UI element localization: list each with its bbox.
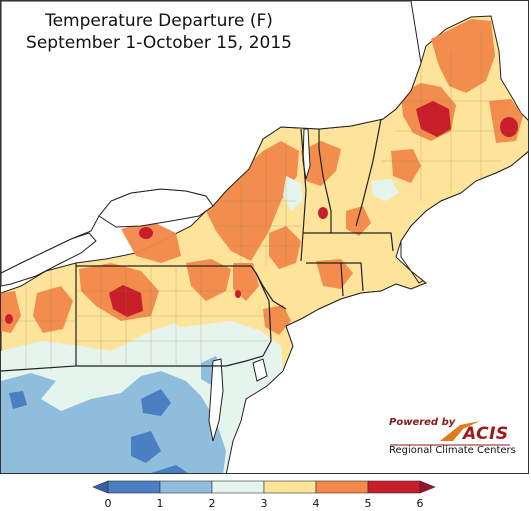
county-borders: [1, 31, 521, 371]
legend-tick-label: 5: [364, 497, 372, 510]
legend-bin-4-5: [315, 480, 369, 494]
chesapeake-bay: [208, 358, 224, 442]
legend-below-arrow: [92, 480, 109, 494]
map-title: Temperature Departure (F): [45, 11, 273, 31]
atlantic-ocean: [226, 151, 528, 473]
powered-by-text: Powered by: [389, 417, 456, 428]
acis-swoosh-icon: [390, 421, 510, 446]
acis-subtitle: Regional Climate Centers: [389, 445, 516, 456]
map-panel: Temperature Departure (F) September 1-Oc…: [0, 0, 529, 474]
temperature-map: [1, 1, 528, 473]
legend-tick-label: 6: [416, 497, 424, 510]
map-subtitle: September 1-October 15, 2015: [26, 33, 292, 53]
legend-tick-label: 4: [312, 497, 320, 510]
legend-tick-label: 1: [156, 497, 164, 510]
legend-bin-1-2: [159, 480, 213, 494]
legend-bin-5-6: [367, 480, 421, 494]
legend-tick-label: 3: [260, 497, 268, 510]
legend-tick-label: 2: [208, 497, 216, 510]
delaware-bay: [252, 358, 268, 382]
color-legend: [92, 480, 436, 494]
legend-bin-0-1: [107, 480, 161, 494]
legend-bin-2-3: [211, 480, 265, 494]
acis-name: ACIS: [463, 424, 509, 444]
legend-bin-3-4: [263, 480, 317, 494]
coastline: [225, 151, 528, 473]
canada-area: [1, 1, 422, 274]
acis-logo: Powered by ACIS Regional Climate Centers: [385, 415, 516, 459]
legend-above-arrow: [419, 480, 436, 494]
state-borders: [1, 118, 394, 372]
legend-tick-label: 0: [104, 497, 112, 510]
anomaly-0to1: [9, 389, 188, 473]
